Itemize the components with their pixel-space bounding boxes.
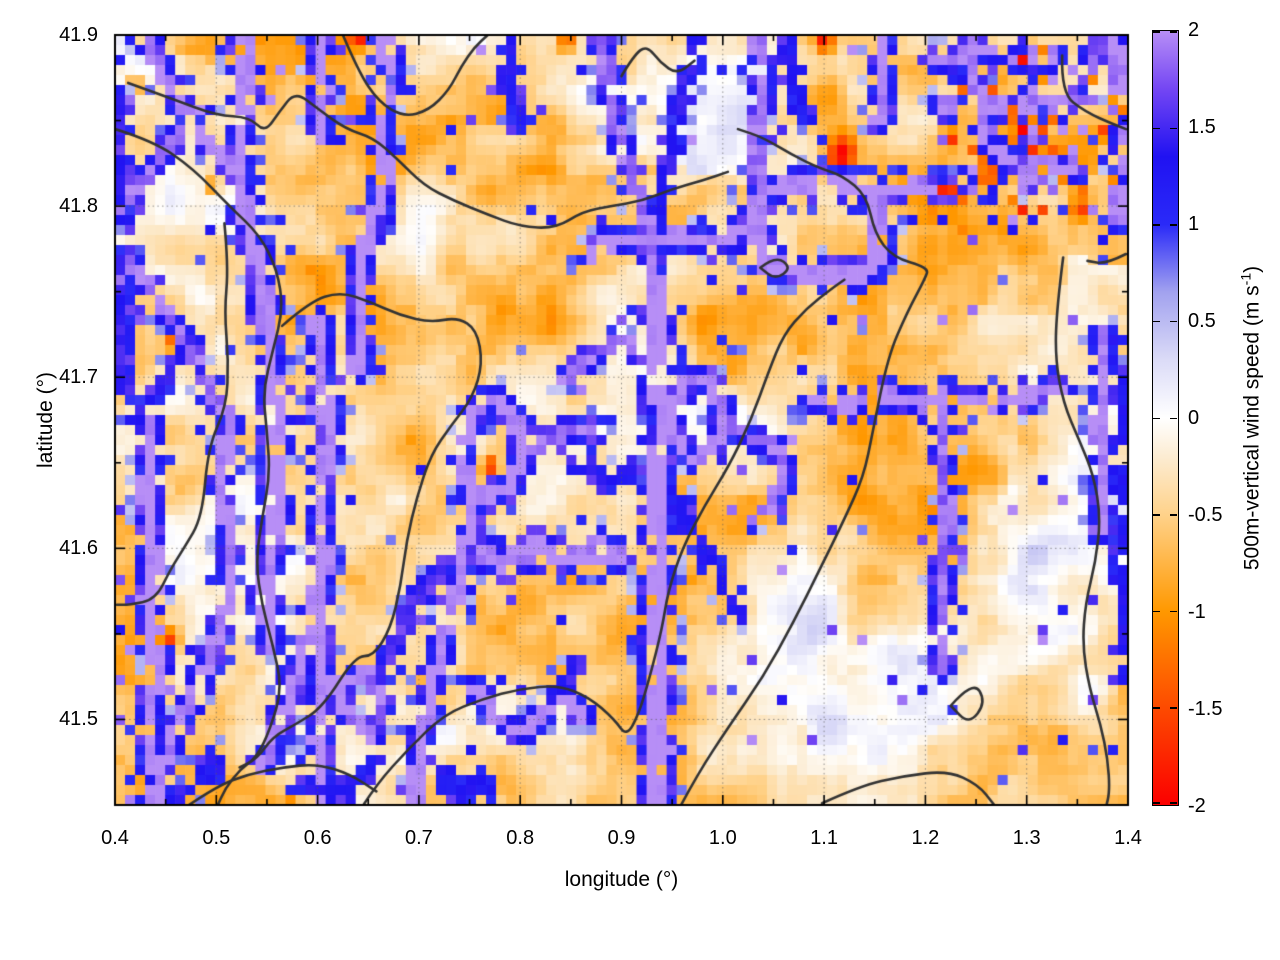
cb-tick-label: 1.5 bbox=[1188, 116, 1216, 138]
x-tick-label: 0.9 bbox=[607, 827, 636, 849]
x-tick-label: 1.4 bbox=[1114, 827, 1142, 849]
colorbar-tick-mark bbox=[1153, 320, 1160, 323]
colorbar-title-suffix: ) bbox=[1240, 265, 1264, 273]
cb-tick-label: 0.5 bbox=[1188, 310, 1216, 332]
colorbar-title-prefix: 500m-vertical wind speed (m s bbox=[1240, 285, 1264, 571]
colorbar-tick-mark bbox=[1170, 417, 1177, 420]
colorbar-tick-mark bbox=[1153, 514, 1160, 516]
colorbar-tick-mark bbox=[1153, 610, 1160, 613]
x-tick-label: 0.7 bbox=[404, 827, 433, 849]
x-axis-title: longitude (°) bbox=[564, 868, 679, 891]
colorbar-tick-mark bbox=[1170, 802, 1177, 804]
x-tick-label: 1.1 bbox=[810, 827, 838, 849]
cb-tick-label: 0 bbox=[1188, 407, 1200, 429]
y-tick-label: 41.8 bbox=[59, 195, 98, 218]
colorbar-tick-mark bbox=[1153, 707, 1160, 709]
colorbar-tick-mark bbox=[1170, 514, 1177, 516]
colorbar-tick-mark bbox=[1153, 31, 1160, 33]
y-tick-label: 41.7 bbox=[59, 366, 98, 389]
colorbar-tick-mark bbox=[1170, 320, 1177, 323]
cb-tick-label: -1.5 bbox=[1188, 698, 1223, 720]
colorbar-title: 500m-vertical wind speed (m s-1) bbox=[1238, 266, 1265, 570]
colorbar-tick-mark bbox=[1153, 127, 1160, 130]
x-tick-label: 1.3 bbox=[1012, 827, 1041, 849]
x-tick-label: 0.8 bbox=[506, 827, 535, 849]
x-tick-label: 0.4 bbox=[101, 827, 129, 849]
colorbar-tick-mark bbox=[1170, 610, 1177, 613]
colorbar-title-superscript: -1 bbox=[1237, 272, 1254, 286]
x-tick-label: 0.6 bbox=[303, 827, 332, 849]
colorbar-tick-mark bbox=[1170, 31, 1177, 33]
y-tick-label: 41.5 bbox=[59, 708, 98, 731]
cb-tick-label: -2 bbox=[1188, 795, 1206, 817]
colorbar-tick-mark bbox=[1153, 224, 1160, 226]
cb-tick-label: -0.5 bbox=[1188, 504, 1223, 526]
x-tick-label: 1.0 bbox=[708, 827, 737, 849]
colorbar-tick-mark bbox=[1170, 224, 1177, 226]
colorbar-tick-mark bbox=[1153, 802, 1160, 804]
y-tick-label: 41.9 bbox=[59, 24, 98, 46]
x-tick-label: 0.5 bbox=[202, 827, 231, 849]
cb-tick-label: 1 bbox=[1188, 213, 1200, 235]
cb-tick-label: 2 bbox=[1188, 19, 1200, 41]
colorbar-tick-mark bbox=[1153, 417, 1160, 420]
x-tick-label: 1.2 bbox=[911, 827, 940, 849]
colorbar-tick-mark bbox=[1170, 707, 1177, 709]
colorbar-tick-mark bbox=[1170, 127, 1177, 130]
cb-tick-label: -1 bbox=[1188, 601, 1206, 623]
y-tick-label: 41.6 bbox=[59, 537, 98, 560]
colorbar bbox=[1152, 30, 1179, 806]
